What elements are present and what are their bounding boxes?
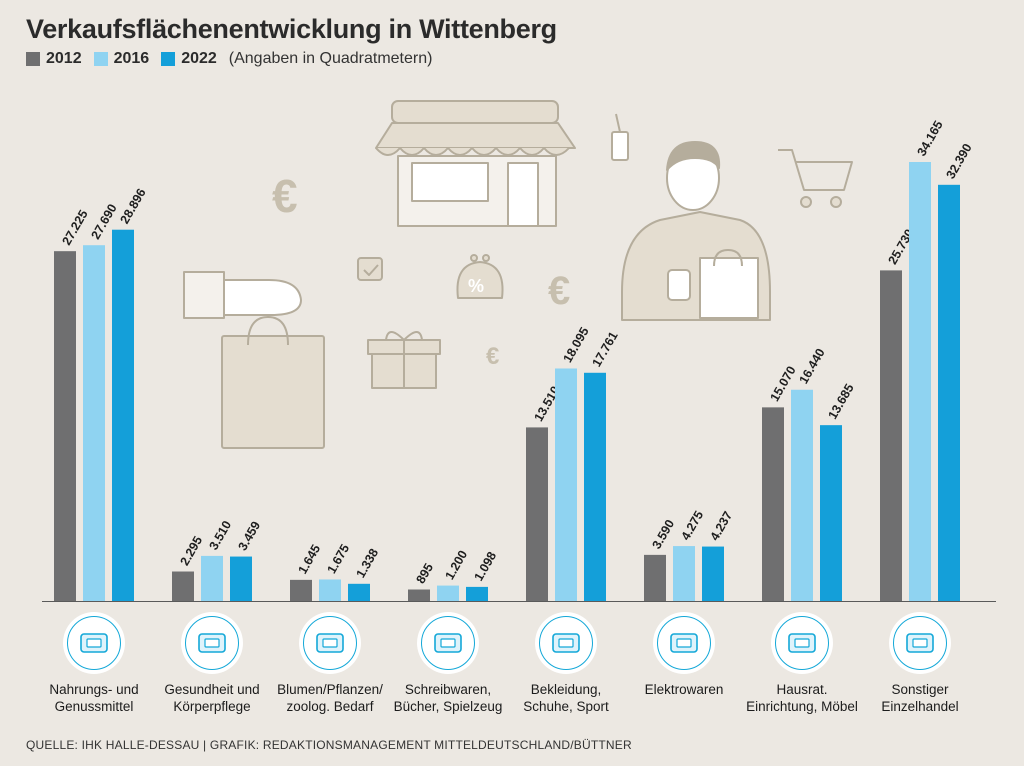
bar-2012-2 bbox=[290, 579, 312, 601]
icon-glyph bbox=[80, 633, 108, 653]
icon-glyph bbox=[434, 633, 462, 653]
bar-2012-7 bbox=[880, 270, 902, 601]
icon-ring bbox=[185, 616, 239, 670]
bar-2016-3 bbox=[437, 585, 459, 601]
bar-2022-4 bbox=[584, 372, 606, 601]
data-label-2022-3: 1.098 bbox=[471, 549, 499, 583]
legend-swatch-2016 bbox=[93, 52, 108, 66]
bar-2016-2 bbox=[319, 579, 341, 601]
data-label-2016-2: 1.675 bbox=[324, 542, 352, 576]
data-label-2022-0: 28.896 bbox=[117, 186, 148, 226]
icon-glyph bbox=[198, 633, 226, 653]
icon-ring bbox=[657, 616, 711, 670]
data-label-2016-1: 3.510 bbox=[206, 518, 234, 552]
category-label-4: Bekleidung, Schuhe, Sport bbox=[523, 682, 609, 714]
data-label-2016-4: 18.095 bbox=[560, 325, 591, 365]
bar-2012-6 bbox=[762, 407, 784, 601]
bar-2016-4 bbox=[555, 368, 577, 601]
icon-ring bbox=[421, 616, 475, 670]
bar-2012-1 bbox=[172, 571, 194, 601]
icon-glyph bbox=[788, 633, 816, 653]
category-label-2: Blumen/Pflanzen/ zoolog. Bedarf bbox=[277, 682, 383, 714]
data-label-2012-3: 895 bbox=[413, 561, 436, 586]
data-label-2016-5: 4.275 bbox=[678, 508, 706, 542]
bar-2022-0 bbox=[112, 229, 134, 601]
icon-glyph bbox=[316, 633, 344, 653]
legend-swatch-2012 bbox=[26, 52, 40, 66]
legend-label-2022: 2022 bbox=[181, 50, 217, 67]
legend-swatch-2022 bbox=[161, 52, 176, 66]
shop-icon bbox=[889, 612, 951, 674]
source-credit: QUELLE: IHK HALLE-DESSAU | GRAFIK: REDAK… bbox=[26, 738, 632, 752]
icon-ring bbox=[775, 616, 829, 670]
icon-ring bbox=[67, 616, 121, 670]
icon-ring bbox=[539, 616, 593, 670]
bar-2022-3 bbox=[466, 586, 488, 601]
electronics-icon bbox=[653, 612, 715, 674]
bar-2016-0 bbox=[83, 245, 105, 602]
data-label-2016-7: 34.165 bbox=[914, 118, 945, 158]
bar-2012-0 bbox=[54, 251, 76, 602]
bar-2016-1 bbox=[201, 555, 223, 601]
icon-glyph bbox=[670, 633, 698, 653]
bar-2022-1 bbox=[230, 556, 252, 601]
bar-2022-5 bbox=[702, 546, 724, 601]
icon-ring bbox=[893, 616, 947, 670]
data-label-2022-1: 3.459 bbox=[235, 519, 263, 553]
legend-item-2012: 2012 bbox=[26, 50, 82, 68]
data-label-2012-0: 27.225 bbox=[59, 208, 90, 248]
data-label-2022-2: 1.338 bbox=[353, 546, 381, 580]
category-label-3: Schreibwaren, Bücher, Spielzeug bbox=[393, 682, 503, 714]
data-label-2022-5: 4.237 bbox=[707, 509, 735, 543]
food-wine-icon bbox=[63, 612, 125, 674]
bar-2022-6 bbox=[820, 425, 842, 601]
legend-item-2016: 2016 bbox=[93, 50, 150, 68]
data-label-2012-2: 1.645 bbox=[295, 542, 323, 576]
care-products-icon bbox=[181, 612, 243, 674]
category-label-7: Sonstiger Einzelhandel bbox=[881, 682, 959, 714]
teddy-bear-icon bbox=[417, 612, 479, 674]
bar-2012-5 bbox=[644, 554, 666, 601]
clothing-icon bbox=[535, 612, 597, 674]
chart-title: Verkaufsflächenentwicklung in Wittenberg bbox=[26, 14, 557, 44]
data-label-2016-3: 1.200 bbox=[442, 548, 470, 582]
bar-2012-4 bbox=[526, 427, 548, 601]
data-label-2022-6: 13.685 bbox=[825, 382, 856, 422]
data-label-2016-6: 16.440 bbox=[796, 346, 827, 386]
icon-glyph bbox=[906, 633, 934, 653]
bar-2012-3 bbox=[408, 589, 430, 601]
legend-label-2016: 2016 bbox=[113, 50, 150, 67]
category-label-6: Hausrat. Einrichtung, Möbel bbox=[746, 682, 858, 714]
bar-2016-5 bbox=[673, 546, 695, 601]
unit-note: (Angaben in Quadratmetern) bbox=[228, 50, 433, 67]
category-label-0: Nahrungs- und Genussmittel bbox=[49, 682, 139, 714]
category-label-5: Elektrowaren bbox=[644, 682, 724, 697]
bar-2022-7 bbox=[938, 184, 960, 602]
category-label-1: Gesundheit und Körperpflege bbox=[164, 682, 260, 714]
flowers-icon bbox=[299, 612, 361, 674]
icon-ring bbox=[303, 616, 357, 670]
data-label-2022-7: 32.390 bbox=[943, 141, 974, 181]
bar-2016-7 bbox=[909, 162, 931, 601]
bar-2022-2 bbox=[348, 583, 370, 601]
legend-item-2022: 2022 bbox=[161, 50, 217, 68]
legend-label-2012: 2012 bbox=[46, 50, 82, 67]
bar-2016-6 bbox=[791, 389, 813, 601]
icon-glyph bbox=[552, 633, 580, 653]
legend: 2012 2016 2022 (Angaben in Quadratmetern… bbox=[26, 50, 432, 68]
furniture-icon bbox=[771, 612, 833, 674]
data-label-2022-4: 17.761 bbox=[589, 329, 620, 369]
